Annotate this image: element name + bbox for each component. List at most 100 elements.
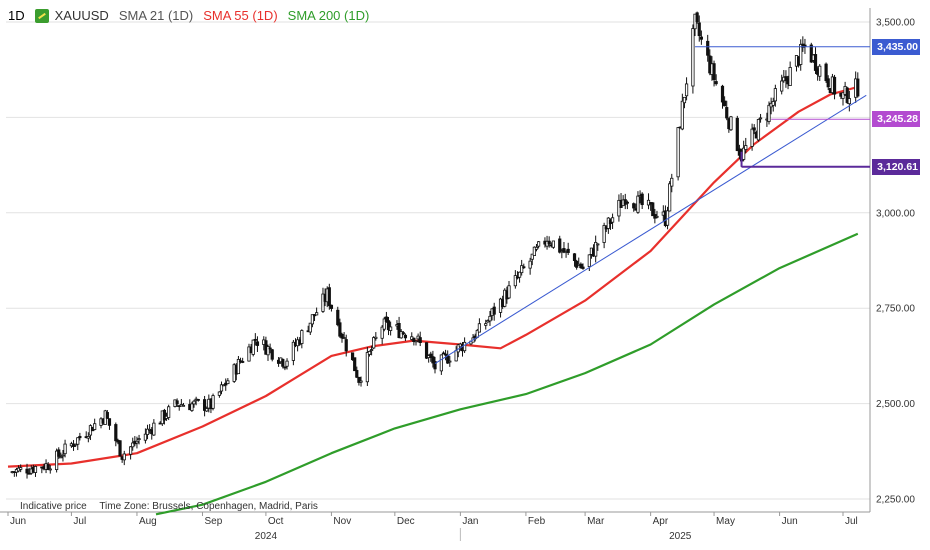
candle-body	[484, 323, 488, 326]
candle-body	[266, 346, 270, 356]
candle-body	[714, 81, 718, 85]
candle-body	[338, 322, 342, 337]
candle-body	[640, 193, 644, 206]
candle-body	[725, 107, 729, 119]
candle-body	[720, 85, 725, 103]
candle-body	[202, 399, 207, 411]
y-tick-label: 2,250.00	[876, 495, 915, 506]
candle-body	[247, 346, 251, 362]
candle-body	[118, 440, 122, 457]
x-tick-label: Apr	[653, 516, 669, 527]
candle-body	[253, 338, 257, 341]
candle-body	[355, 370, 359, 378]
candle-body	[443, 353, 448, 356]
candle-body	[551, 240, 555, 248]
indicative-price-note: Indicative price	[20, 501, 87, 512]
legend-sma200[interactable]: SMA 200 (1D)	[287, 8, 370, 23]
candle-body	[211, 395, 215, 409]
candle-body	[813, 54, 818, 71]
x-tick-label: Jun	[10, 516, 26, 527]
candle-body	[181, 404, 186, 407]
candle-body	[680, 100, 684, 130]
candle-body	[803, 44, 807, 47]
candle-body	[107, 418, 112, 426]
candle-body	[61, 454, 65, 457]
candle-body	[488, 315, 492, 322]
candle-body	[25, 468, 29, 474]
candle-body	[327, 287, 331, 307]
candle-body	[695, 12, 699, 23]
candle-body	[587, 254, 591, 267]
candle-body	[424, 342, 429, 359]
candle-body	[441, 352, 446, 355]
x-tick-label: Mar	[587, 516, 605, 527]
candle-body	[241, 361, 245, 363]
chart-footer-note: Indicative price Time Zone: Brussels, Co…	[20, 501, 328, 512]
interval-label[interactable]: 1D	[8, 8, 25, 23]
candle-body	[310, 314, 315, 325]
candle-body	[744, 145, 748, 150]
candle-body	[86, 436, 90, 439]
candle-body	[566, 248, 570, 253]
candle-body	[513, 275, 517, 287]
candle-body	[63, 443, 67, 455]
x-tick-label: Aug	[139, 516, 157, 527]
x-tick-label: Oct	[268, 516, 284, 527]
candle-body	[520, 265, 524, 274]
candle-body	[655, 215, 659, 218]
level-tag-3245: 3,245.28	[872, 111, 920, 128]
candle-body	[651, 202, 655, 217]
candle-body	[856, 78, 860, 97]
candle-body	[353, 357, 357, 372]
candle-body	[418, 337, 422, 344]
candle-body	[291, 341, 295, 361]
candle-body	[152, 422, 156, 436]
candle-body	[399, 331, 403, 339]
candle-body	[824, 63, 828, 82]
legend-sma21[interactable]: SMA 21 (1D)	[118, 8, 194, 23]
candle-body	[773, 88, 777, 102]
candle-body	[429, 353, 433, 359]
candle-body	[46, 464, 50, 470]
candle-body	[581, 266, 585, 269]
candle-body	[268, 347, 272, 350]
year-label: 2025	[669, 531, 692, 542]
candle-body	[431, 356, 435, 364]
candle-body	[48, 468, 52, 471]
x-tick-label: May	[716, 516, 735, 527]
legend-sma55[interactable]: SMA 55 (1D)	[203, 8, 278, 23]
candle-body	[617, 199, 621, 217]
candle-body	[750, 128, 754, 147]
candle-body	[579, 263, 583, 269]
candle-body	[167, 406, 171, 418]
candle-body	[522, 266, 526, 269]
candle-body	[27, 472, 31, 475]
candle-body	[397, 323, 401, 338]
candle-body	[192, 400, 196, 405]
chart-legend: 1D XAUUSD SMA 21 (1D) SMA 55 (1D) SMA 20…	[8, 8, 379, 23]
candle-body	[137, 438, 141, 441]
y-tick-label: 2,750.00	[876, 304, 915, 315]
candle-body	[59, 456, 63, 459]
candle-body	[636, 195, 640, 213]
candle-body	[374, 336, 378, 339]
symbol-label[interactable]: XAUUSD	[54, 8, 109, 23]
candle-body	[114, 424, 118, 442]
candle-body	[367, 350, 372, 355]
candle-body	[845, 87, 849, 103]
candle-body	[602, 225, 606, 243]
candle-body	[463, 341, 467, 352]
candle-body	[507, 285, 511, 299]
year-label: 2024	[255, 531, 278, 542]
candle-body	[752, 127, 756, 131]
candle-body	[532, 246, 536, 256]
candle-body	[492, 306, 496, 315]
candle-body	[596, 243, 600, 246]
y-tick-label: 3,500.00	[876, 18, 915, 29]
candle-body	[670, 177, 674, 187]
candle-body	[78, 435, 82, 439]
candle-body	[226, 380, 230, 385]
candle-body	[162, 409, 167, 421]
candle-body	[684, 83, 689, 97]
